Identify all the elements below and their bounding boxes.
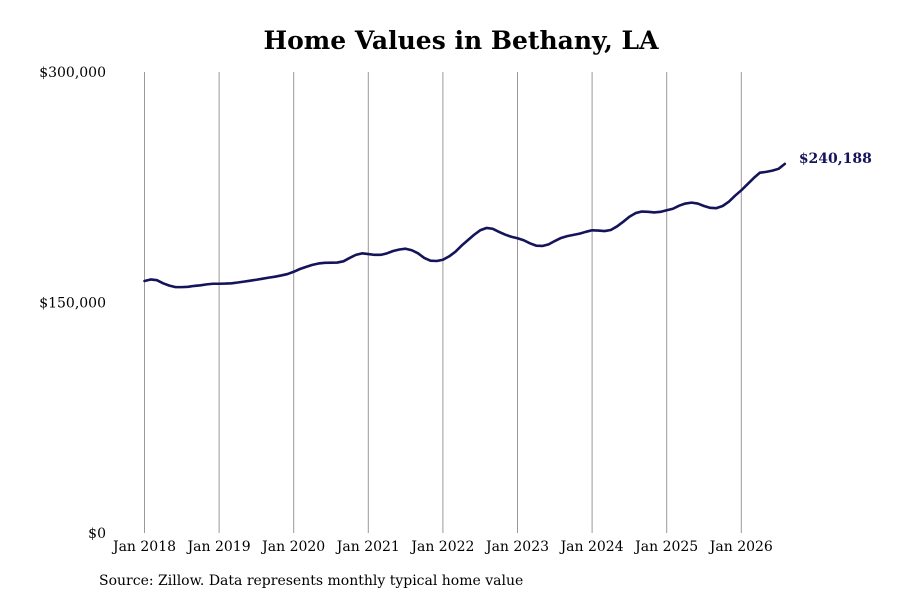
x-tick-label: Jan 2018 <box>111 539 176 555</box>
y-tick-label: $150,000 <box>39 296 106 312</box>
x-tick-label: Jan 2023 <box>484 539 549 555</box>
x-tick-label: Jan 2019 <box>186 539 251 555</box>
x-axis-ticks: Jan 2018 Jan 2019 Jan 2020 Jan 2021 Jan 2022… <box>111 539 773 555</box>
home-value-line <box>143 162 787 289</box>
x-tick-label: Jan 2026 <box>708 539 773 555</box>
x-tick-label: Jan 2024 <box>559 539 624 555</box>
gridlines <box>144 72 742 533</box>
y-tick-label: $300,000 <box>39 65 106 81</box>
x-tick-label: Jan 2021 <box>335 539 400 555</box>
x-tick-label: Jan 2020 <box>260 539 325 555</box>
y-axis-ticks: $0 $150,000 $300,000 <box>39 65 106 542</box>
x-tick-label: Jan 2025 <box>633 539 698 555</box>
y-tick-label: $0 <box>88 526 106 542</box>
source-note: Source: Zillow. Data represents monthly … <box>99 573 524 589</box>
end-value-label: $240,188 <box>799 151 872 167</box>
chart-title: Home Values in Bethany, LA <box>263 26 659 55</box>
x-tick-label: Jan 2022 <box>409 539 474 555</box>
